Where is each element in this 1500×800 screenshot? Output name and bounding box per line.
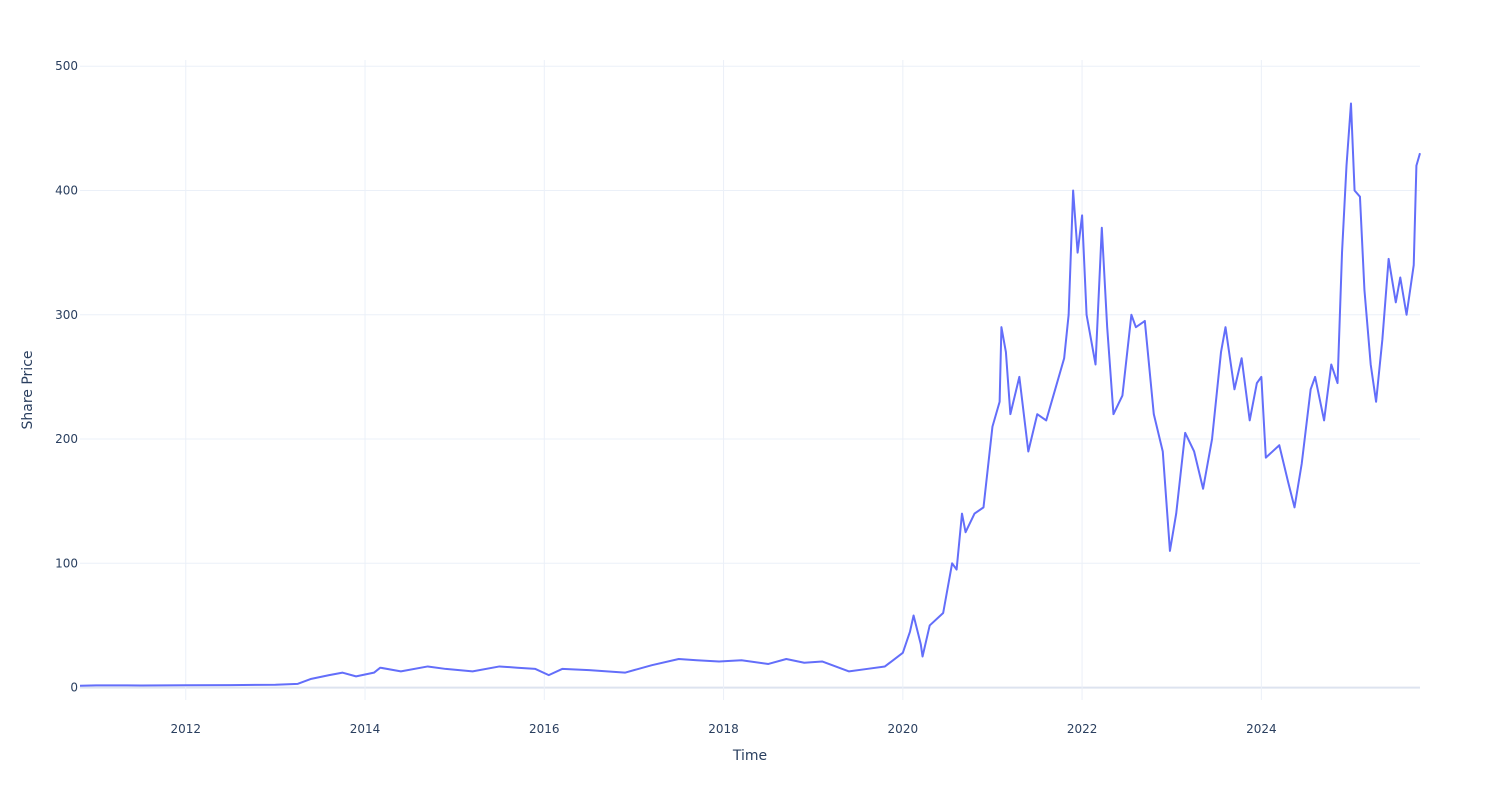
y-tick-label: 300 — [55, 308, 78, 322]
x-tick-label: 2018 — [708, 722, 739, 736]
x-tick-label: 2014 — [350, 722, 381, 736]
y-tick-label: 0 — [70, 681, 78, 695]
x-tick-label: 2024 — [1246, 722, 1277, 736]
x-tick-label: 2020 — [888, 722, 919, 736]
x-tick-label: 2012 — [170, 722, 201, 736]
x-tick-label: 2022 — [1067, 722, 1098, 736]
y-tick-label: 200 — [55, 432, 78, 446]
x-axis-title: Time — [732, 748, 767, 764]
y-axis-title: Share Price — [20, 350, 36, 429]
y-tick-label: 500 — [55, 59, 78, 73]
y-tick-label: 100 — [55, 556, 78, 570]
line-series — [79, 102, 1421, 687]
x-tick-label: 2016 — [529, 722, 560, 736]
y-tick-label: 400 — [55, 183, 78, 197]
